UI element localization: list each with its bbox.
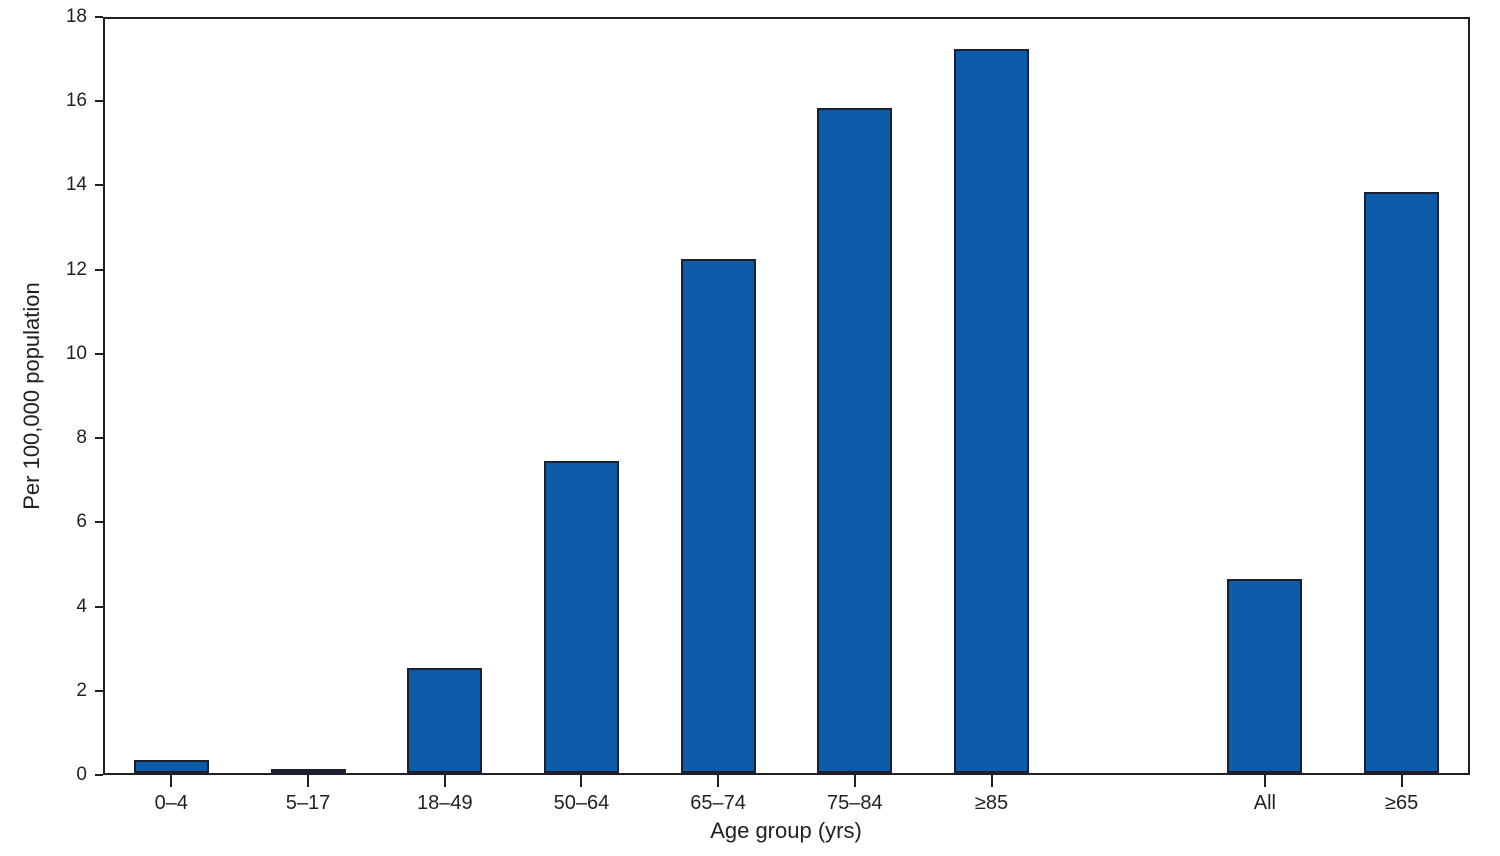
- plot-area: [103, 17, 1470, 775]
- x-tick-ge65: [1400, 775, 1403, 787]
- bar-5-17: [270, 768, 346, 773]
- y-tick-6: [95, 521, 103, 524]
- x-tick-label-65-74: 65–74: [690, 792, 746, 814]
- y-tick-label-8: 8: [76, 427, 87, 449]
- x-tick-5-17: [307, 775, 309, 787]
- y-tick-4: [95, 605, 103, 608]
- x-tick-ge85: [990, 775, 993, 787]
- y-tick-label-6: 6: [76, 511, 87, 533]
- x-tick-label-ge85: ≥85: [974, 792, 1009, 814]
- bar-65-74: [680, 259, 756, 773]
- x-tick-label-50-64: 50–64: [553, 792, 610, 814]
- bar-0-4: [133, 760, 209, 773]
- x-tick-18-49: [443, 775, 446, 787]
- x-tick-50-64: [580, 775, 583, 787]
- y-tick-label-4: 4: [76, 595, 87, 617]
- x-tick-label-75-84: 75–84: [826, 792, 883, 814]
- bar-75-84: [817, 107, 893, 773]
- y-tick-label-16: 16: [65, 90, 87, 112]
- y-tick-10: [95, 352, 103, 355]
- y-tick-12: [95, 268, 103, 271]
- x-tick-label-18-49: 18–49: [416, 792, 473, 814]
- x-axis-label: Age group (yrs): [710, 818, 862, 843]
- y-axis-label: Per 100,000 population: [19, 282, 44, 510]
- y-tick-label-10: 10: [65, 342, 87, 364]
- y-tick-0: [95, 774, 103, 776]
- y-tick-2: [95, 689, 103, 692]
- x-tick-label-ge65: ≥65: [1384, 792, 1419, 814]
- x-tick-label-5-17: 5–17: [285, 792, 331, 814]
- y-tick-label-14: 14: [65, 174, 87, 196]
- bar-ge65: [1364, 191, 1440, 773]
- x-tick-all: [1263, 775, 1266, 787]
- y-tick-label-18: 18: [65, 6, 87, 27]
- x-tick-0-4: [170, 775, 173, 787]
- y-tick-14: [95, 184, 103, 187]
- bar-50-64: [543, 461, 619, 773]
- y-tick-18: [95, 16, 103, 18]
- x-tick-label-all: All: [1253, 792, 1277, 814]
- bar-all: [1227, 579, 1303, 773]
- y-tick-label-0: 0: [76, 764, 87, 785]
- y-tick-16: [95, 100, 103, 103]
- y-tick-label-12: 12: [65, 258, 87, 280]
- bar-18-49: [407, 667, 483, 773]
- x-tick-65-74: [717, 775, 720, 787]
- x-tick-label-0-4: 0–4: [154, 792, 188, 814]
- y-tick-8: [95, 437, 103, 440]
- y-tick-label-2: 2: [76, 679, 87, 701]
- x-tick-75-84: [853, 775, 856, 787]
- bar-ge85: [954, 48, 1029, 773]
